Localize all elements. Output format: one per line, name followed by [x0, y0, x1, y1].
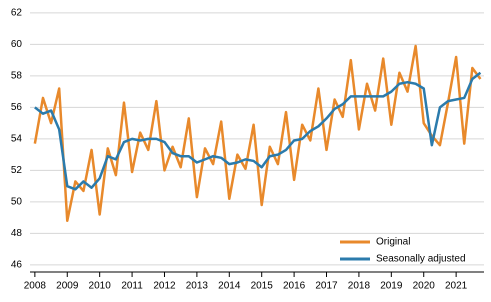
x-tick-label: 2014 [218, 281, 241, 292]
x-tick-label: 2009 [56, 281, 79, 292]
series-line [33, 44, 482, 223]
x-tick-label: 2015 [251, 281, 274, 292]
series-line [34, 71, 482, 191]
x-tick-label: 2019 [380, 281, 403, 292]
legend-label: Seasonally adjusted [376, 254, 466, 265]
x-tick-label: 2012 [153, 281, 176, 292]
x-tick-label: 2018 [348, 281, 371, 292]
legend-label: Original [376, 237, 410, 248]
x-tick-label: 2010 [89, 281, 112, 292]
y-tick-label: 62 [11, 8, 23, 19]
y-tick-label: 58 [11, 71, 23, 82]
x-tick-label: 2013 [186, 281, 209, 292]
y-tick-label: 56 [11, 102, 23, 113]
y-tick-label: 48 [11, 228, 23, 239]
x-tick-label: 2021 [445, 281, 468, 292]
y-tick-label: 46 [11, 260, 23, 271]
y-tick-label: 52 [11, 165, 23, 176]
x-tick-label: 2008 [24, 281, 47, 292]
y-tick-label: 60 [11, 39, 23, 50]
x-tick-label: 2011 [121, 281, 143, 292]
y-tick-label: 50 [11, 197, 23, 208]
y-tick-label: 54 [11, 134, 23, 145]
x-tick-label: 2020 [413, 281, 436, 292]
x-tick-label: 2016 [283, 281, 306, 292]
x-tick-label: 2017 [315, 281, 338, 292]
